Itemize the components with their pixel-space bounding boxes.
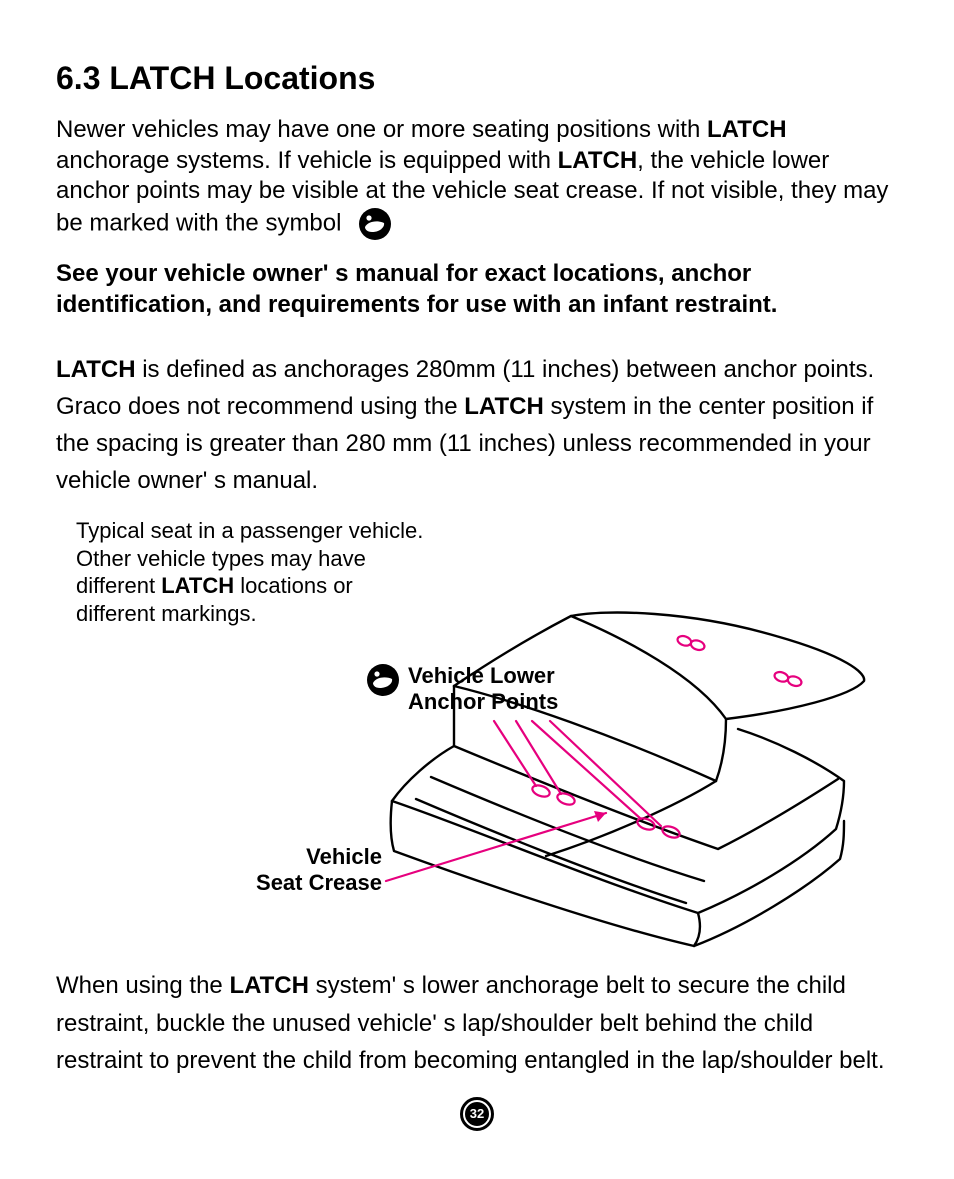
seat-illustration xyxy=(346,581,886,951)
note-b1: LATCH xyxy=(161,573,234,598)
p1-bold-2: LATCH xyxy=(558,147,638,174)
page-number-value: 32 xyxy=(463,1100,491,1128)
p1-bold-1: LATCH xyxy=(707,116,787,143)
seat-diagram: Typical seat in a passenger vehicle. Oth… xyxy=(56,517,898,957)
page-number: 32 xyxy=(56,1097,898,1131)
paragraph-1: Newer vehicles may have one or more seat… xyxy=(56,115,898,241)
p1-text: Newer vehicles may have one or more seat… xyxy=(56,116,707,143)
p4-bold-1: LATCH xyxy=(229,972,309,999)
p3-bold-2: LATCH xyxy=(464,393,544,420)
p3-bold-1: LATCH xyxy=(56,356,136,383)
manual-page: 6.3 LATCH Locations Newer vehicles may h… xyxy=(0,0,954,1151)
paragraph-4: When using the LATCH system' s lower anc… xyxy=(56,967,898,1079)
page-number-badge: 32 xyxy=(460,1097,494,1131)
paragraph-3: LATCH is defined as anchorages 280mm (11… xyxy=(56,351,898,500)
child-seat-icon xyxy=(358,207,392,241)
p4-text-1: When using the xyxy=(56,972,229,999)
paragraph-2-bold: See your vehicle owner' s manual for exa… xyxy=(56,259,898,320)
section-heading: 6.3 LATCH Locations xyxy=(56,60,898,97)
p1-text-2: anchorage systems. If vehicle is equippe… xyxy=(56,147,558,174)
